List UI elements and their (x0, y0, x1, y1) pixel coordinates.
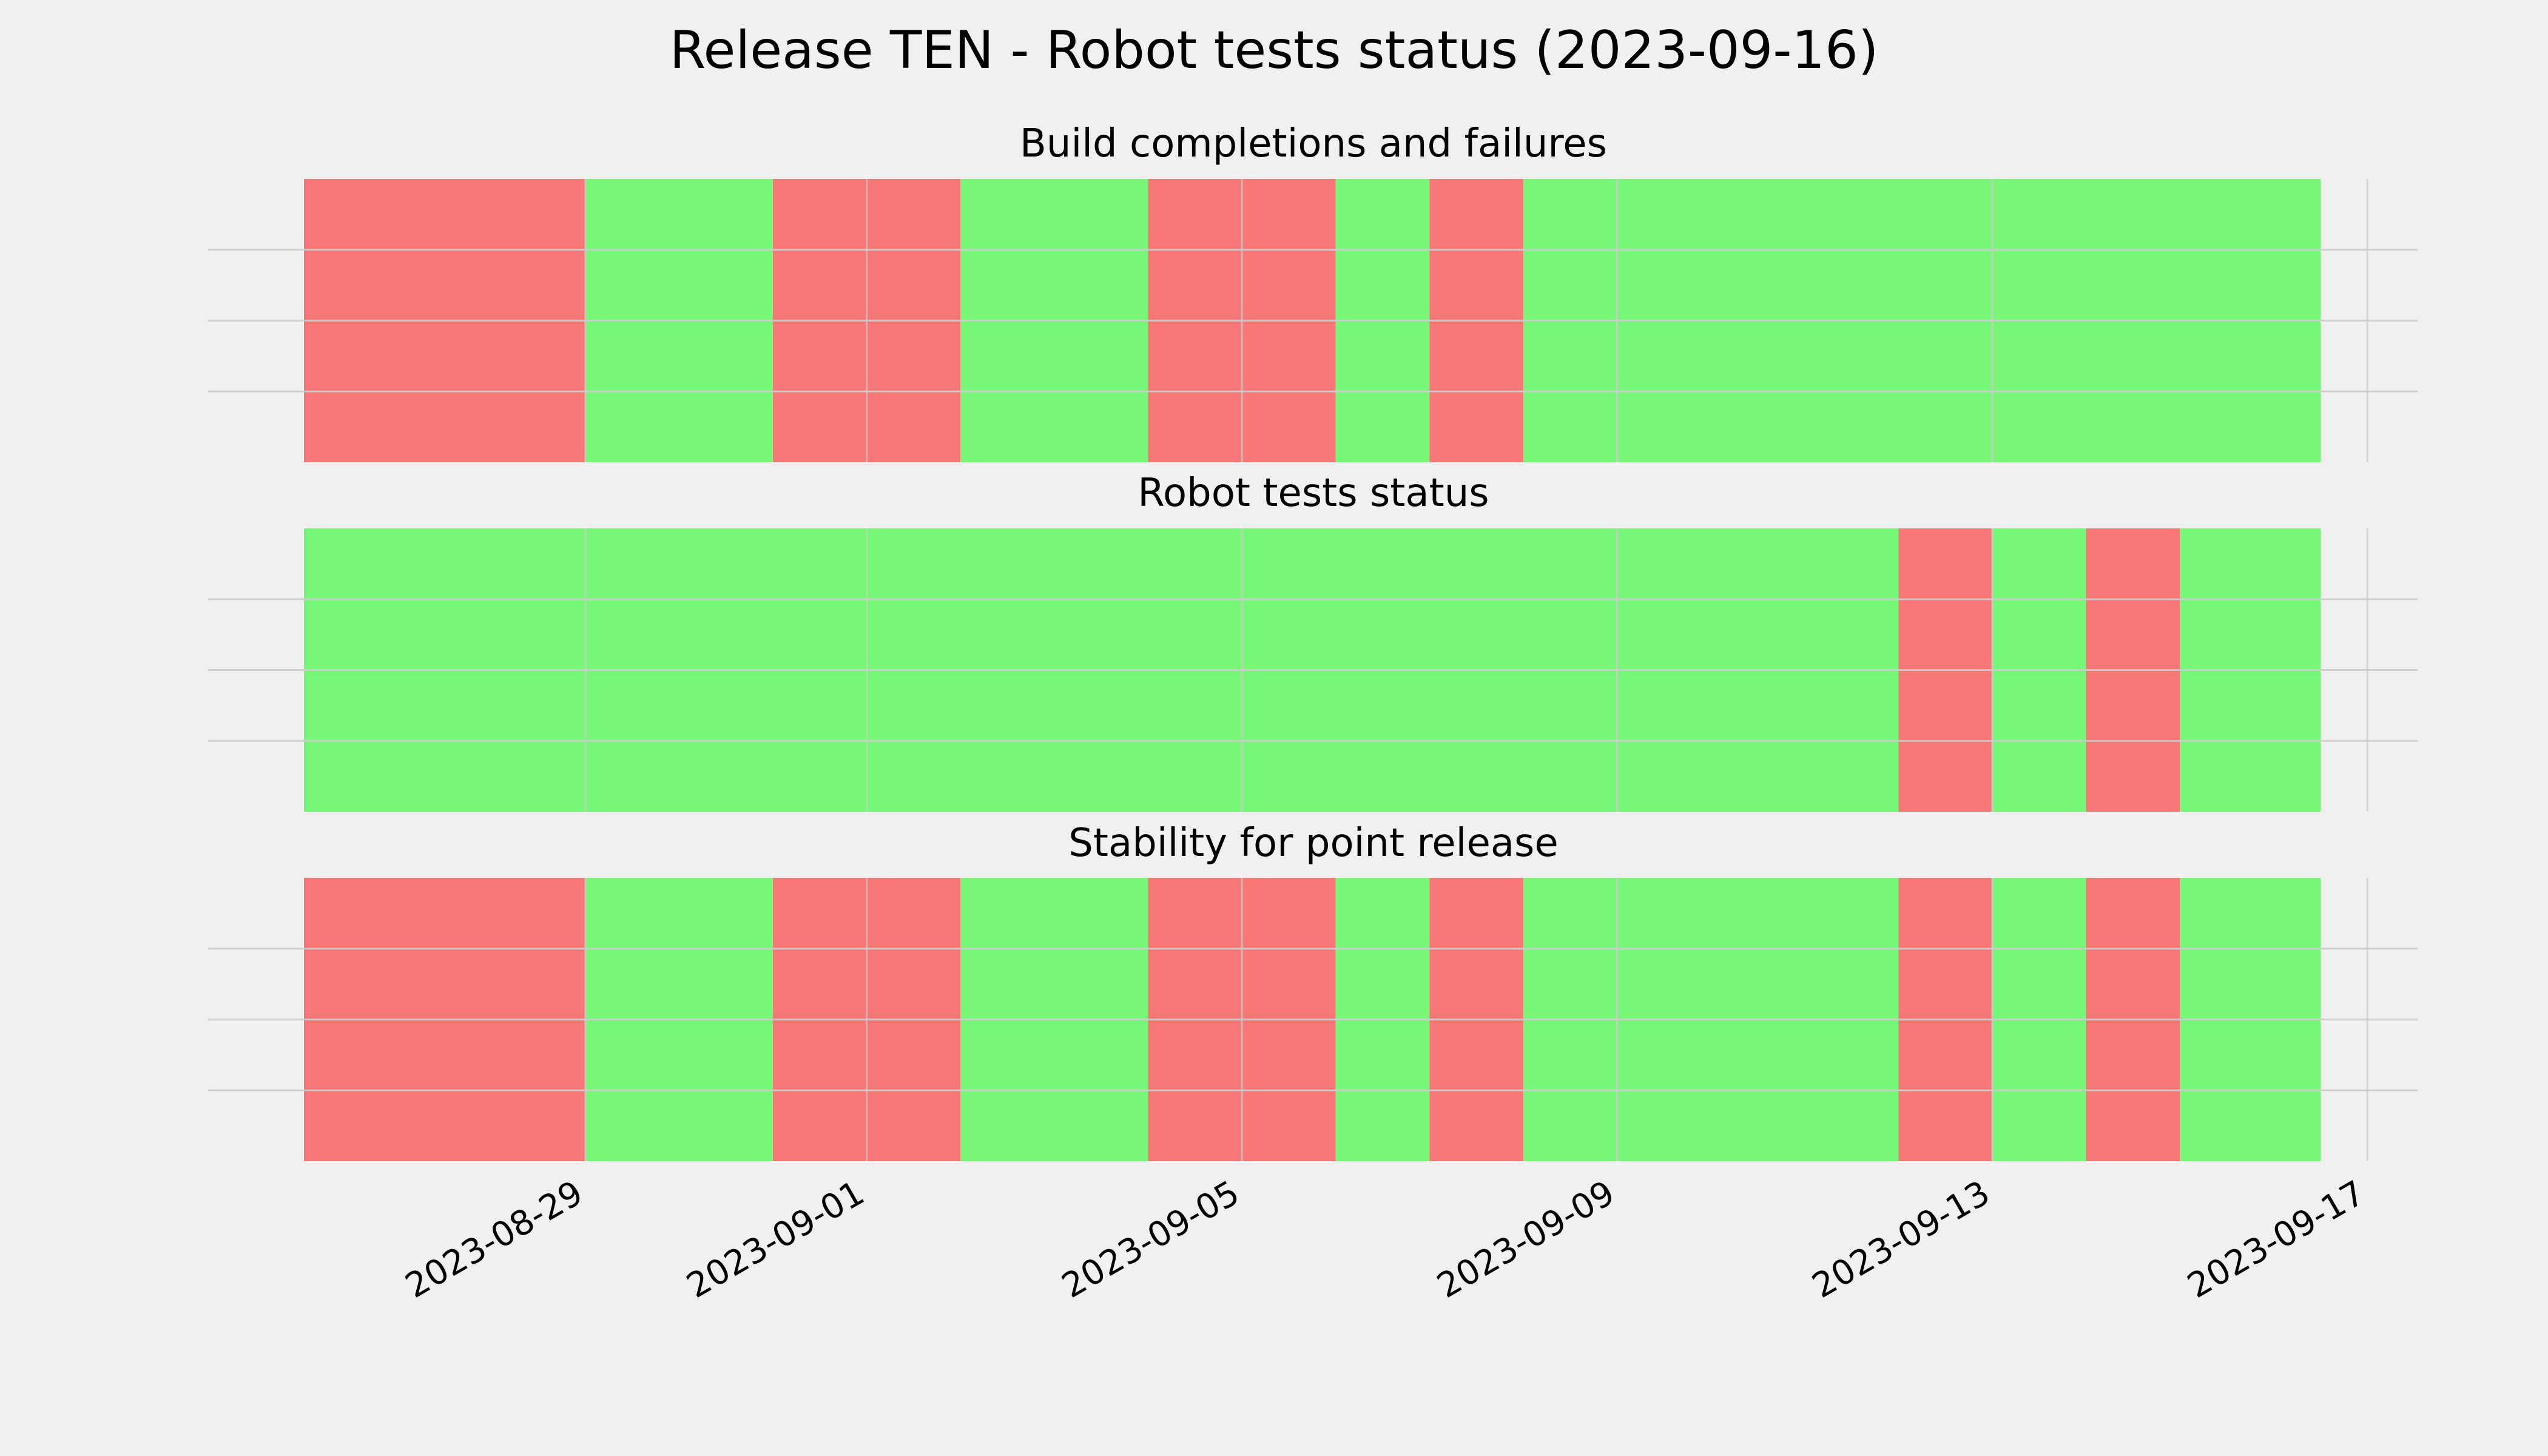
panel-plot-stability (208, 878, 2418, 1161)
panel-stability: Stability for point release (208, 821, 2418, 1161)
x-tick-label: 2023-09-05 (1056, 1173, 1246, 1306)
panel-title-stability: Stability for point release (1068, 821, 1559, 866)
chart-title: Release TEN - Robot tests status (2023-0… (670, 20, 1879, 81)
panel-title-robot: Robot tests status (1138, 471, 1489, 516)
panel-build: Build completions and failures (208, 121, 2418, 462)
panel-title-build: Build completions and failures (1020, 121, 1607, 166)
x-tick-label: 2023-09-13 (1806, 1173, 1997, 1306)
x-tick-label: 2023-09-17 (2181, 1173, 2371, 1306)
x-tick-label: 2023-08-29 (399, 1173, 589, 1306)
panel-plot-build (208, 179, 2418, 462)
x-tick-label: 2023-09-01 (680, 1173, 871, 1306)
x-tick-label: 2023-09-09 (1431, 1173, 1621, 1306)
panel-plot-robot (208, 528, 2418, 812)
x-axis: 2023-08-29 2023-09-01 2023-09-05 2023-09-09… (399, 1173, 2371, 1306)
panel-robot: Robot tests status (208, 471, 2418, 812)
